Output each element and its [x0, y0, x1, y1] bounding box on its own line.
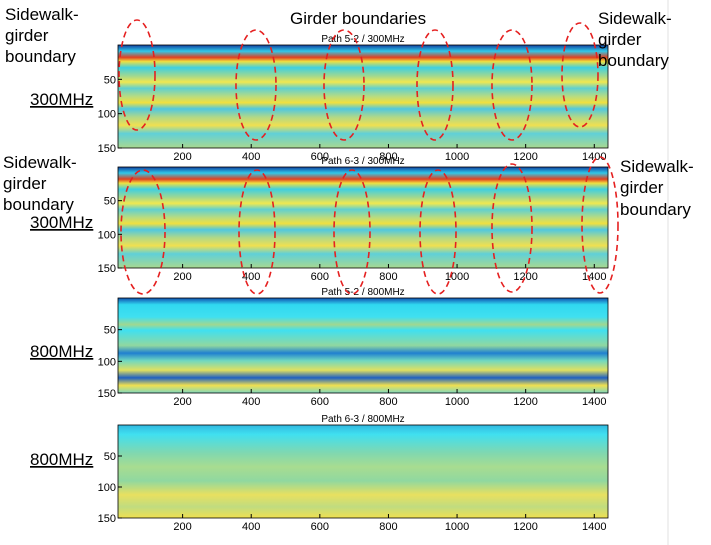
y-tick-label: 100	[98, 109, 116, 121]
x-tick-label: 600	[311, 151, 329, 163]
annotation-line: boundary	[620, 200, 691, 219]
panel-title: Path 6-3 / 800MHz	[321, 414, 404, 425]
y-tick-label: 150	[98, 513, 116, 525]
y-tick-label: 50	[104, 196, 116, 208]
ellipse	[235, 29, 277, 141]
y-tick-label: 100	[98, 356, 116, 368]
y-tick-label: 100	[98, 482, 116, 494]
x-tick-label: 400	[242, 521, 260, 533]
x-tick-label: 800	[379, 271, 397, 283]
band-label: 300MHz	[30, 213, 93, 232]
panel-title: Path 5-2 / 300MHz	[321, 34, 404, 45]
x-tick-label: 600	[311, 521, 329, 533]
x-tick-label: 1000	[445, 151, 469, 163]
x-tick-label: 1400	[582, 521, 606, 533]
x-tick-label: 1400	[582, 271, 606, 283]
y-tick-label: 50	[104, 325, 116, 337]
ellipse	[333, 169, 371, 295]
y-tick-label: 150	[98, 388, 116, 400]
annotation-line: boundary	[598, 51, 669, 70]
x-tick-label: 400	[242, 396, 260, 408]
band-label: 800MHz	[30, 450, 93, 469]
ellipse	[419, 169, 457, 295]
panel-title: Path 6-3 / 300MHz	[321, 156, 404, 167]
ellipse	[238, 169, 276, 295]
annotation-line: girder	[3, 174, 47, 193]
annotation-line: Sidewalk-	[5, 5, 79, 24]
x-tick-label: 200	[173, 271, 191, 283]
annotation-line: Sidewalk-	[598, 9, 672, 28]
x-tick-label: 200	[173, 151, 191, 163]
ellipse	[120, 169, 166, 295]
x-tick-label: 1200	[513, 271, 537, 283]
radargram	[117, 424, 609, 519]
x-tick-label: 1400	[582, 151, 606, 163]
x-tick-label: 1200	[513, 151, 537, 163]
x-tick-label: 600	[311, 271, 329, 283]
x-tick-label: 1200	[513, 396, 537, 408]
annotation-line: Sidewalk-	[620, 157, 694, 176]
x-tick-label: 1000	[445, 271, 469, 283]
ellipse	[491, 29, 533, 141]
band-label: 300MHz	[30, 90, 93, 109]
x-tick-label: 1000	[445, 521, 469, 533]
girder-label: Girder boundaries	[290, 9, 426, 28]
y-tick-label: 100	[98, 229, 116, 241]
ellipse	[491, 163, 533, 293]
ellipse	[118, 19, 156, 131]
annotation-line: girder	[598, 30, 642, 49]
annotation-line: girder	[620, 178, 664, 197]
radargram	[117, 166, 609, 269]
x-tick-label: 1200	[513, 521, 537, 533]
annotation-line: Sidewalk-	[3, 153, 77, 172]
annotation-line: boundary	[5, 47, 76, 66]
ellipse	[561, 22, 599, 128]
y-tick-label: 150	[98, 143, 116, 155]
band-label: 800MHz	[30, 342, 93, 361]
annotations: Girder boundaries Sidewalk- girder bound…	[3, 5, 694, 219]
boundary-ellipses	[118, 19, 619, 295]
annotation-line: girder	[5, 26, 49, 45]
x-tick-label: 800	[379, 521, 397, 533]
x-tick-label: 400	[242, 151, 260, 163]
x-tick-label: 200	[173, 521, 191, 533]
x-tick-label: 800	[379, 396, 397, 408]
panel-title: Path 5-2 / 800MHz	[321, 287, 404, 298]
ellipse	[581, 156, 619, 294]
y-tick-label: 50	[104, 74, 116, 86]
x-tick-label: 600	[311, 396, 329, 408]
ellipse	[416, 29, 454, 141]
ellipse	[323, 29, 365, 141]
annotation-line: boundary	[3, 195, 74, 214]
x-tick-label: 1400	[582, 396, 606, 408]
x-tick-label: 800	[379, 151, 397, 163]
x-tick-label: 1000	[445, 396, 469, 408]
panels: Path 5-2 / 300MHz 300MHz 200 400 600 800 1000 1…	[30, 34, 609, 533]
x-tick-label: 400	[242, 271, 260, 283]
y-tick-label: 50	[104, 451, 116, 463]
radargram	[117, 297, 609, 394]
y-tick-label: 150	[98, 263, 116, 275]
x-tick-label: 200	[173, 396, 191, 408]
